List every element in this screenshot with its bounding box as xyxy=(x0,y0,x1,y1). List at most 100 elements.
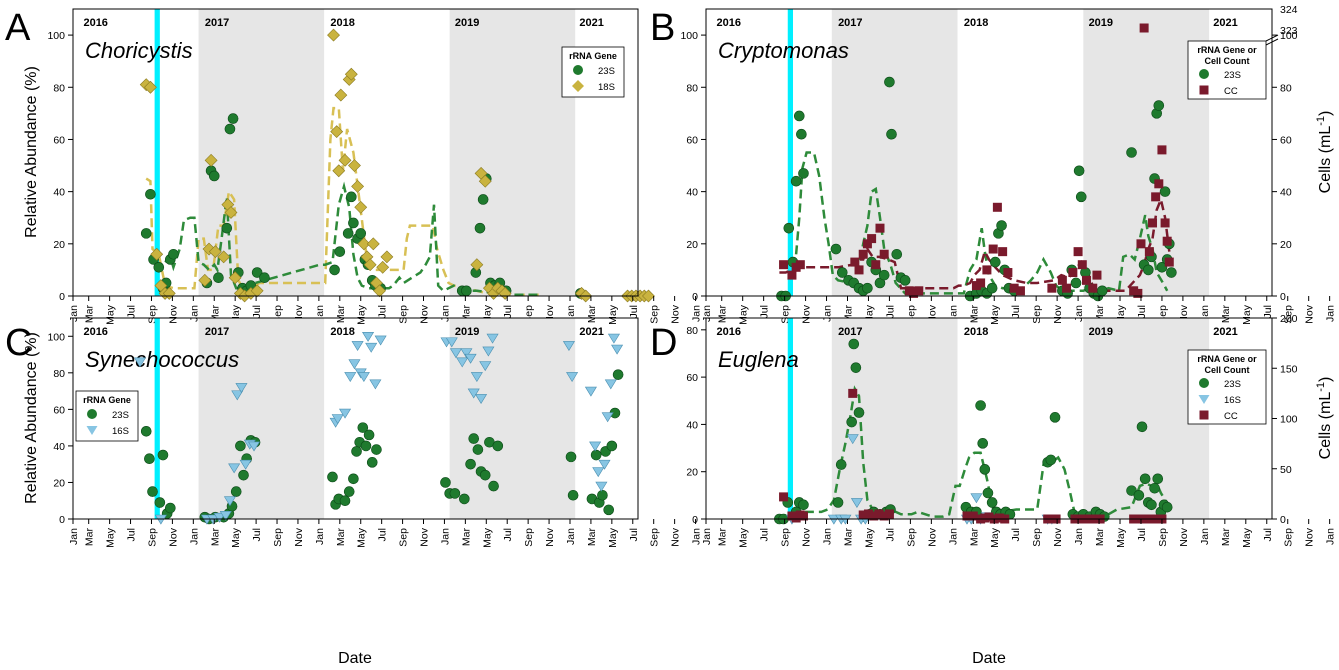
data-point-16s xyxy=(611,344,624,355)
x-tick-label: Mar xyxy=(1220,305,1232,324)
y2-tick-label: 60 xyxy=(1280,134,1292,146)
x-tick-label: Jul xyxy=(1010,528,1022,541)
y2-tick-label: 150 xyxy=(1280,363,1298,375)
data-point-cc xyxy=(1009,283,1019,293)
x-tick-label: Nov xyxy=(1304,527,1316,546)
year-label: 2019 xyxy=(455,17,479,29)
data-point-23s xyxy=(153,261,165,273)
data-point-23s xyxy=(996,220,1007,231)
event-band xyxy=(787,318,793,519)
x-tick-label: May xyxy=(356,527,368,548)
data-point-16s xyxy=(479,361,492,372)
legend-item: 16S xyxy=(1224,395,1241,406)
data-point-23s xyxy=(853,407,865,418)
y-tick-label: 60 xyxy=(686,372,698,384)
data-point-16s xyxy=(604,379,617,390)
legend-title: rRNA Gene xyxy=(83,395,131,405)
panel-letter: D xyxy=(650,322,677,364)
data-point-23s xyxy=(835,459,847,470)
data-point-cc xyxy=(787,270,797,280)
panel-title: Choricystis xyxy=(85,38,193,63)
x-tick-label: Jan xyxy=(439,528,451,545)
year-shade xyxy=(831,9,958,296)
x-tick-label: Jul xyxy=(884,305,896,318)
data-point-16s xyxy=(449,348,462,359)
data-point-23s xyxy=(363,429,375,441)
data-point-cc xyxy=(1081,275,1091,285)
x-tick-label: Sep xyxy=(523,528,535,547)
x-tick-label: May xyxy=(989,527,1001,548)
panel-letter: B xyxy=(650,7,675,49)
x-tick-label: Jul xyxy=(759,528,771,541)
x-tick-label: Jan xyxy=(1073,305,1085,322)
data-point-18s xyxy=(380,250,394,264)
data-point-23s xyxy=(440,477,451,488)
x-tick-label: Nov xyxy=(1052,304,1064,323)
data-point-cc xyxy=(858,510,868,520)
data-point-23s xyxy=(1096,285,1108,297)
data-point-16s xyxy=(850,498,863,509)
year-shade xyxy=(449,9,576,296)
year-label: 2017 xyxy=(205,326,229,338)
data-point-23s xyxy=(565,451,577,463)
data-point-23s xyxy=(339,495,351,507)
data-point-23s xyxy=(1166,267,1177,278)
data-point-18s xyxy=(250,284,264,298)
y-tick-label: 80 xyxy=(686,325,698,337)
legend-marker xyxy=(572,80,584,92)
data-point-16s xyxy=(592,467,605,478)
data-point-cc xyxy=(909,288,919,298)
legend-marker xyxy=(1199,85,1209,95)
x-tick-label: Jan xyxy=(439,305,451,322)
data-point-16s xyxy=(231,390,244,401)
x-tick-label: Sep xyxy=(1031,528,1043,547)
data-point-16s xyxy=(247,441,261,452)
data-point-cc xyxy=(1003,268,1013,278)
data-point-23s xyxy=(474,222,486,234)
data-point-cc xyxy=(1073,247,1083,257)
x-tick-label: May xyxy=(105,304,117,325)
data-point-cc xyxy=(854,265,864,275)
data-point-16s xyxy=(607,333,620,344)
data-point-23s xyxy=(836,267,848,278)
data-point-23s xyxy=(612,369,624,380)
data-point-18s xyxy=(327,28,340,42)
x-tick-label: Sep xyxy=(1283,528,1295,547)
data-point-16s xyxy=(589,441,602,452)
data-point-16s xyxy=(486,333,499,344)
data-point-16s xyxy=(133,357,146,368)
x-tick-label: Jan xyxy=(1325,305,1337,322)
data-point-cc xyxy=(1144,247,1154,257)
data-point-16s xyxy=(601,412,614,423)
y2-tick-label: 40 xyxy=(1280,187,1292,199)
x-tick-label: May xyxy=(607,304,619,325)
x-tick-label: Jan xyxy=(565,528,577,545)
legend-item: 23S xyxy=(1224,70,1241,81)
data-point-23s xyxy=(145,188,156,200)
x-tick-label: Jul xyxy=(884,528,896,541)
data-point-cc xyxy=(879,249,889,259)
data-point-16s xyxy=(369,379,382,390)
data-point-cc xyxy=(968,511,978,521)
data-point-23s xyxy=(343,486,355,497)
legend-marker xyxy=(1199,410,1209,420)
data-point-23s xyxy=(371,444,382,455)
data-point-cc xyxy=(874,509,884,519)
year-label: 2019 xyxy=(1089,326,1113,338)
legend-title: rRNA Gene or xyxy=(1197,354,1257,364)
plot-frame xyxy=(705,8,1273,297)
y-tick-label: 20 xyxy=(53,477,65,489)
x-tick-label: Nov xyxy=(167,527,179,546)
data-point-18s xyxy=(338,153,352,167)
year-label: 2021 xyxy=(1213,17,1237,29)
data-point-23s xyxy=(488,480,499,492)
y2-axis-label: Cells (mL-1) xyxy=(1315,377,1334,460)
legend-item: CC xyxy=(1224,86,1238,97)
data-point-23s xyxy=(1153,100,1165,111)
x-tick-label: Mar xyxy=(968,305,980,324)
data-point-cc xyxy=(875,223,885,233)
y-tick-label: 40 xyxy=(686,419,698,431)
x-tick-label: Mar xyxy=(717,305,729,324)
x-tick-label: Sep xyxy=(272,528,284,547)
